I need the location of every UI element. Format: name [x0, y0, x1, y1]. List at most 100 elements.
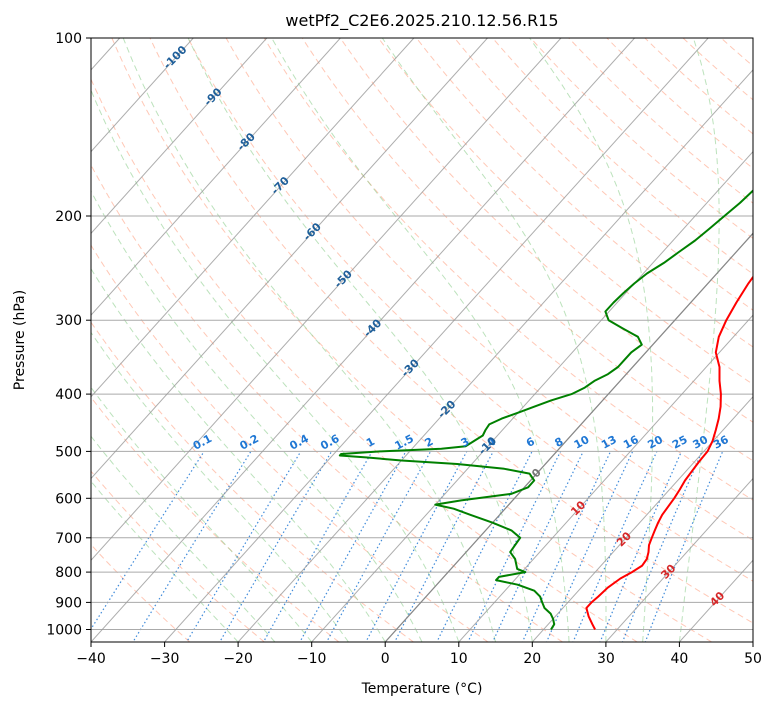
isotherm-gridline	[91, 38, 415, 398]
mixing-ratio-line	[219, 451, 333, 642]
isotherm-gridline	[91, 38, 635, 642]
mixing-ratio-label: 36	[711, 433, 731, 452]
dry-adiabat	[91, 543, 191, 642]
dry-adiabat	[91, 396, 340, 642]
dry-adiabat	[568, 38, 753, 204]
dry-adiabat	[263, 38, 753, 501]
isotherm-gridline	[605, 477, 753, 642]
mixing-ratio-line	[299, 451, 407, 642]
mixing-ratio-label: 8	[553, 435, 566, 450]
y-tick-label: 100	[55, 31, 82, 47]
mixing-ratio-label: 0.1	[191, 432, 214, 453]
mixing-ratio-line	[545, 451, 634, 642]
mixing-ratio-label: 0.2	[238, 432, 261, 453]
mixing-ratio-line	[262, 451, 373, 642]
y-tick-label: 400	[55, 387, 82, 403]
dry-adiabat	[606, 38, 753, 169]
isotherm-gridline	[237, 69, 753, 642]
isotherm-gridline	[164, 38, 709, 642]
dry-adiabat	[111, 38, 713, 642]
x-tick-label: 30	[597, 651, 615, 667]
dry-adiabat	[149, 38, 753, 624]
dewpoint-profile-line	[338, 189, 753, 631]
isotherm-gridline	[384, 232, 753, 642]
mixing-ratio-line	[521, 451, 612, 642]
isotherm-gridline	[91, 38, 562, 561]
dry-adiabat	[530, 38, 753, 239]
moist-adiabat	[271, 38, 570, 642]
y-tick-label: 800	[55, 565, 82, 581]
mixing-ratio-line	[365, 451, 468, 642]
x-axis-label: Temperature (°C)	[361, 681, 483, 697]
plot-frame	[90, 37, 754, 643]
dry-adiabat	[225, 38, 753, 541]
mixing-ratio-line	[644, 451, 724, 642]
y-tick-label: 600	[55, 491, 82, 507]
x-tick-label: −40	[76, 651, 106, 667]
mixing-ratio-label: 2	[423, 435, 436, 450]
y-axis-label: Pressure (hPa)	[12, 290, 28, 390]
x-tick-label: −30	[150, 651, 180, 667]
isotherm-gridline	[531, 396, 753, 642]
dry-adiabat	[377, 38, 753, 385]
mixing-ratio-line	[599, 451, 683, 642]
mixing-ratio-line	[436, 451, 533, 642]
mixing-ratio-line	[132, 451, 252, 642]
mixing-ratio-label: 25	[670, 433, 690, 452]
mixing-ratio-line	[572, 451, 658, 642]
mixing-ratio-label: 6	[524, 435, 537, 450]
zero-isotherm	[384, 232, 753, 642]
dry-adiabat	[91, 164, 563, 642]
dry-adiabat	[339, 38, 753, 423]
moist-adiabat	[529, 38, 654, 642]
x-tick-label: 20	[523, 651, 541, 667]
mixing-ratio-label: 0.4	[287, 432, 311, 453]
dry-adiabat	[720, 38, 753, 67]
mixing-ratio-label: 10	[572, 433, 592, 452]
isotherm-gridline	[91, 38, 268, 235]
x-tick-label: 50	[744, 651, 762, 667]
dry-adiabat	[91, 78, 638, 642]
moist-adiabat	[122, 38, 497, 642]
dry-adiabat	[492, 38, 753, 275]
moist-adiabat	[381, 38, 607, 642]
isotherm-gridline	[91, 38, 341, 316]
dry-adiabat	[91, 470, 265, 642]
moist-adiabat	[91, 190, 423, 642]
x-tick-label: 0	[381, 651, 390, 667]
mixing-ratio-line	[91, 451, 205, 631]
dry-adiabat	[644, 38, 753, 135]
mixing-ratio-label: 20	[645, 433, 665, 452]
dry-adiabat	[454, 38, 753, 311]
y-tick-label: 500	[55, 444, 82, 460]
mixing-ratio-label: 30	[691, 433, 711, 452]
mixing-ratio-label: 1	[364, 435, 377, 450]
moist-adiabat	[91, 88, 460, 642]
mixing-ratio-label: 13	[599, 433, 619, 452]
moist-adiabat	[91, 480, 239, 642]
moist-adiabat	[678, 38, 720, 642]
temperature-profile-line	[585, 275, 753, 630]
mixing-ratio-line	[491, 451, 584, 642]
isotherm-gridline	[458, 314, 753, 642]
chart-title: wetPf2_C2E6.2025.210.12.56.R15	[285, 11, 558, 31]
isotherm-gridline	[91, 38, 488, 480]
y-tick-label: 700	[55, 531, 82, 547]
mixing-ratio-line	[325, 451, 432, 642]
mixing-ratio-line	[394, 451, 494, 642]
y-tick-label: 300	[55, 313, 82, 329]
y-tick-label: 1000	[46, 623, 82, 639]
moist-adiabat	[91, 267, 386, 642]
x-tick-label: 40	[670, 651, 688, 667]
y-tick-label: 900	[55, 595, 82, 611]
dry-adiabat	[416, 38, 753, 348]
dry-adiabat	[187, 38, 753, 582]
mixing-ratio-line	[621, 451, 703, 642]
x-tick-label: −20	[223, 651, 253, 667]
x-tick-label: −10	[297, 651, 327, 667]
isotherm-gridline	[91, 38, 194, 153]
y-tick-label: 200	[55, 209, 82, 225]
moist-adiabat	[187, 38, 533, 642]
dry-adiabat	[759, 38, 775, 642]
